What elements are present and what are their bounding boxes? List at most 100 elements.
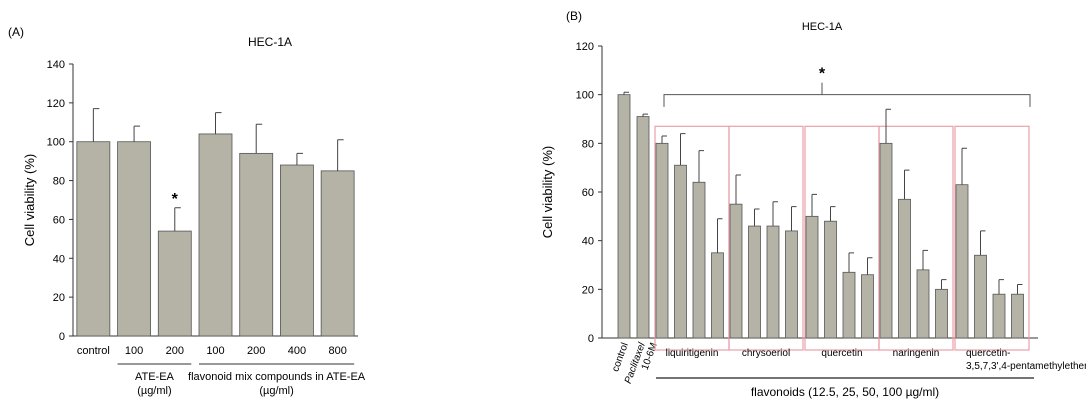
group-sublabel-a: (µg/ml) bbox=[259, 385, 293, 397]
group-label-b: quercetin bbox=[821, 348, 862, 359]
control-bar-b bbox=[617, 94, 631, 339]
error-bar-a bbox=[255, 123, 263, 154]
error-bar-b bbox=[698, 150, 704, 183]
y-tick-label-a: 100 bbox=[47, 137, 65, 149]
bar-b bbox=[861, 274, 874, 339]
group-label-b: chrysoeriol bbox=[742, 348, 790, 359]
y-tick-label-a: 60 bbox=[53, 214, 65, 226]
error-bar-b bbox=[848, 252, 854, 273]
significance-star-a: * bbox=[172, 191, 179, 208]
bar-b bbox=[898, 198, 911, 339]
bar-b bbox=[766, 225, 780, 339]
flavonoids-label-b: flavonoids (12.5, 25, 50, 100 µg/ml) bbox=[751, 385, 939, 399]
error-bar-b bbox=[680, 133, 686, 166]
bar-b bbox=[748, 225, 761, 339]
x-tick-label-a: 400 bbox=[288, 345, 306, 357]
x-tick-label-a: 800 bbox=[328, 345, 346, 357]
y-tick-label-b: 40 bbox=[582, 236, 594, 248]
y-tick-label-b: 60 bbox=[582, 187, 594, 199]
error-bar-b bbox=[623, 91, 629, 95]
y-tick-label-a: 0 bbox=[59, 331, 65, 343]
error-bar-b bbox=[922, 249, 928, 270]
error-bar-b bbox=[830, 206, 836, 222]
error-bar-b bbox=[754, 208, 760, 227]
significance-bracket-b bbox=[663, 82, 1031, 107]
error-bar-b bbox=[867, 257, 873, 275]
bar-b bbox=[655, 142, 669, 339]
error-bar-b bbox=[791, 206, 797, 231]
error-bar-b bbox=[661, 135, 667, 144]
error-bar-b bbox=[811, 193, 817, 217]
y-tick-label-a: 80 bbox=[53, 176, 65, 188]
bar-b bbox=[935, 288, 948, 339]
bar-a bbox=[280, 164, 314, 337]
bar-b bbox=[955, 184, 969, 339]
bar-a bbox=[117, 141, 151, 337]
bar-a bbox=[198, 133, 233, 337]
error-bar-a bbox=[174, 207, 181, 232]
bar-b bbox=[916, 269, 930, 339]
error-bar-b bbox=[735, 174, 741, 205]
bar-a bbox=[320, 170, 355, 337]
bar-b bbox=[842, 271, 856, 339]
panel-label-b: (B) bbox=[566, 9, 582, 23]
bar-b bbox=[974, 254, 987, 339]
error-bar-a bbox=[337, 139, 344, 171]
y-tick-label-a: 140 bbox=[47, 59, 65, 71]
chart-title-b: HEC-1A bbox=[802, 21, 843, 33]
x-tick-label-a: 100 bbox=[206, 345, 224, 357]
y-tick-label-b: 80 bbox=[582, 138, 594, 150]
bar-a bbox=[76, 141, 111, 337]
significance-star-b: * bbox=[819, 66, 826, 83]
control-bar-b bbox=[636, 116, 650, 339]
group-box-b bbox=[878, 125, 954, 351]
bar-b bbox=[785, 230, 798, 339]
y-tick-label-b: 20 bbox=[582, 284, 594, 296]
y-tick-label-b: 120 bbox=[576, 41, 594, 53]
bar-b bbox=[992, 293, 1006, 339]
group-label-a: flavonoid mix compounds in ATE-EA bbox=[188, 371, 366, 383]
error-bar-b bbox=[717, 218, 723, 253]
chart-title-a: HEC-1A bbox=[248, 35, 292, 49]
y-axis-title-b: Cell viability (%) bbox=[540, 146, 555, 238]
group-sublabel-a: (µg/ml) bbox=[137, 385, 171, 397]
error-bar-b bbox=[980, 230, 986, 256]
y-tick-label-a: 40 bbox=[53, 253, 65, 265]
panel-a: (A) HEC-1A 0 20 40 60 80 100 120 140 Cell viabilit… bbox=[8, 25, 366, 397]
bar-b bbox=[805, 215, 819, 339]
bar-a bbox=[239, 152, 274, 337]
y-tick-label-b: 100 bbox=[576, 90, 594, 102]
group-box-b bbox=[728, 125, 804, 351]
group-box-b bbox=[954, 125, 1030, 351]
group-label-b: naringenin bbox=[893, 348, 940, 359]
bar-b bbox=[674, 164, 687, 339]
bar-b bbox=[729, 203, 743, 339]
panel-b: (B) HEC-1A 0 20 40 60 80 100 120 Cell viability (… bbox=[540, 9, 1086, 399]
bar-b bbox=[711, 252, 724, 339]
bar-b bbox=[879, 142, 893, 339]
group-label-a: ATE-EA bbox=[135, 371, 175, 383]
bar-b bbox=[824, 220, 837, 339]
error-bar-b bbox=[961, 147, 967, 185]
x-tick-label-a: control bbox=[77, 345, 110, 357]
error-bar-b bbox=[642, 113, 648, 117]
panel-label-a: (A) bbox=[8, 25, 24, 39]
x-tick-label-a: 200 bbox=[166, 345, 184, 357]
error-bar-a bbox=[133, 125, 141, 142]
error-bar-b bbox=[1017, 283, 1023, 295]
error-bar-a bbox=[215, 112, 222, 134]
bar-b bbox=[1011, 293, 1024, 339]
error-bar-b bbox=[885, 108, 891, 144]
error-bar-b bbox=[772, 201, 778, 227]
y-tick-label-a: 120 bbox=[47, 98, 65, 110]
error-bar-b bbox=[941, 279, 947, 290]
group-label-b: quercetin- bbox=[966, 348, 1010, 359]
x-tick-label-a: 200 bbox=[247, 345, 265, 357]
bar-b bbox=[692, 181, 706, 339]
group-label-b-cont: 3,5,7,3',4-pentamethylether bbox=[966, 361, 1086, 372]
bar-a bbox=[157, 230, 192, 337]
x-tick-label-a: 100 bbox=[125, 345, 143, 357]
error-bar-b bbox=[998, 279, 1004, 295]
error-bar-a bbox=[92, 108, 100, 142]
